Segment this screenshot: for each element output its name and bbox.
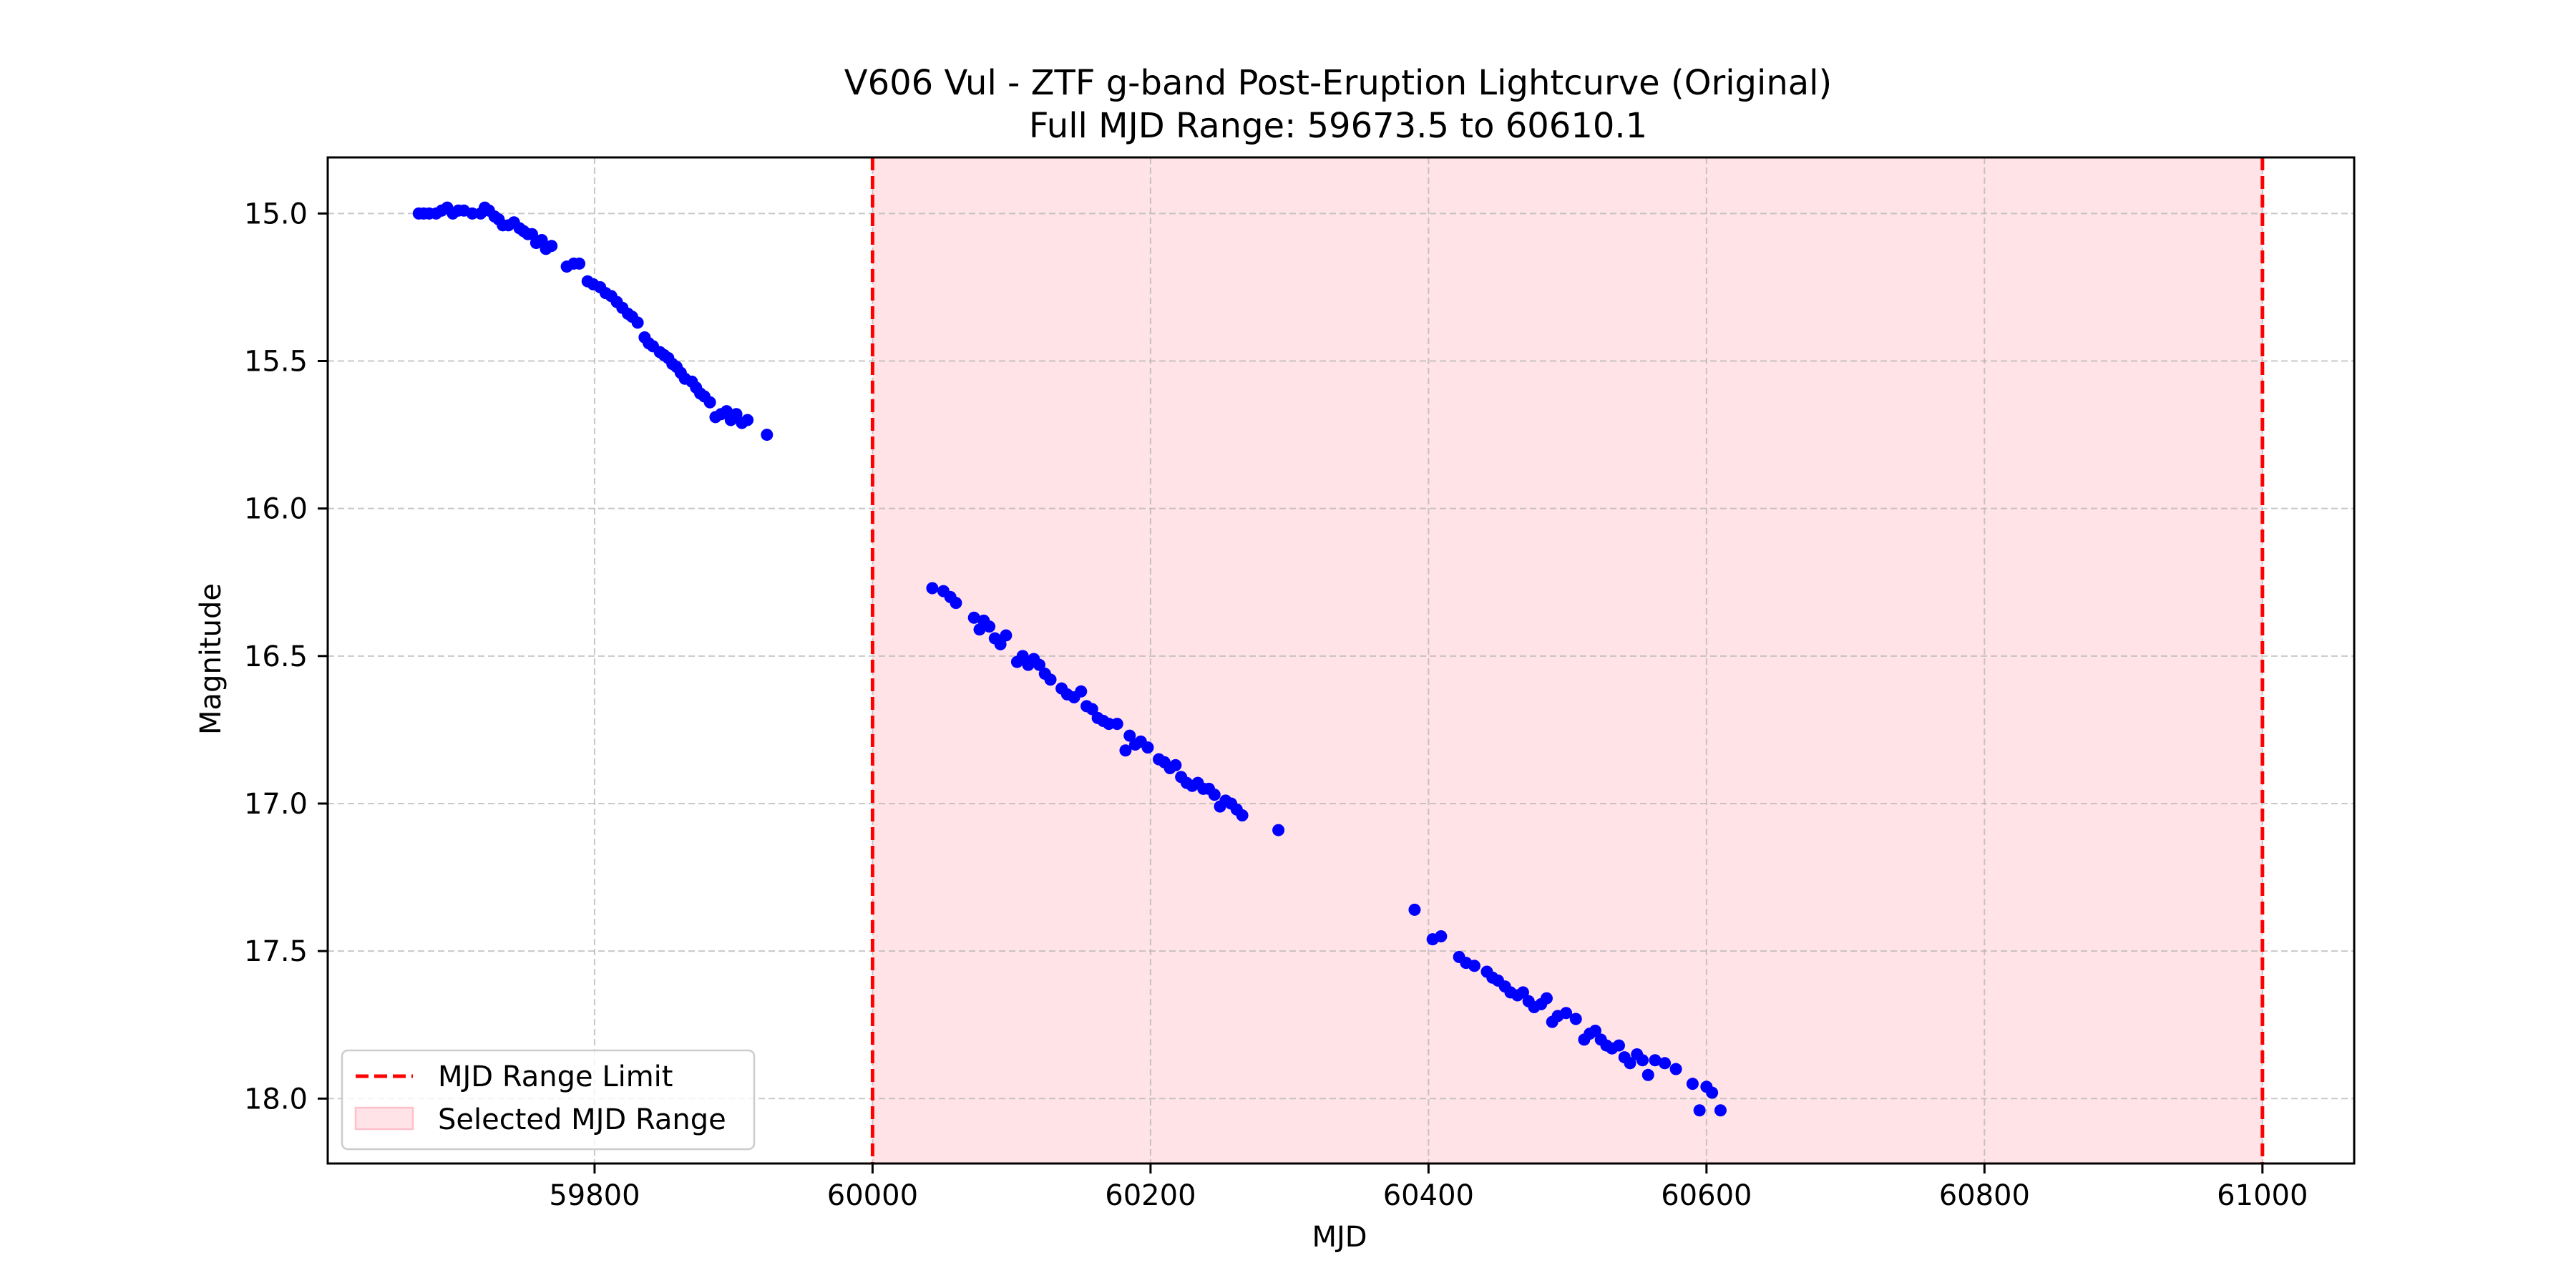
y-tick-label: 15.0 (244, 197, 308, 230)
y-tick-label: 17.5 (244, 935, 308, 968)
data-point (545, 240, 558, 253)
data-point (1119, 744, 1132, 757)
data-point (1000, 629, 1013, 642)
data-point (983, 620, 996, 633)
y-tick-label: 16.0 (244, 493, 308, 526)
data-point (1706, 1086, 1719, 1099)
data-point (573, 257, 586, 270)
data-point (1516, 986, 1529, 999)
data-point (1624, 1057, 1636, 1070)
data-point (1208, 789, 1221, 801)
data-point (466, 207, 479, 220)
data-point (994, 638, 1007, 650)
data-point (1649, 1054, 1662, 1067)
chart-title: V606 Vul - ZTF g-band Post-Eruption Ligh… (844, 63, 1833, 103)
data-point (1085, 703, 1098, 716)
data-point (1123, 729, 1136, 742)
x-tick-label: 60200 (1105, 1179, 1196, 1212)
legend: MJD Range Limit Selected MJD Range (341, 1049, 756, 1151)
x-tick-label: 61000 (2217, 1179, 2308, 1212)
legend-label-selected-range: Selected MJD Range (438, 1103, 726, 1136)
data-point (1044, 673, 1057, 686)
data-point (1612, 1039, 1625, 1052)
legend-label-range-limit: MJD Range Limit (438, 1060, 673, 1093)
data-point (1468, 960, 1480, 972)
data-point (1111, 718, 1123, 731)
x-tick-label: 60400 (1383, 1179, 1474, 1212)
x-tick-label: 60600 (1661, 1179, 1752, 1212)
y-tick-label: 16.5 (244, 640, 308, 673)
axes-frame (326, 156, 2356, 1165)
legend-fill-patch-icon (354, 1106, 414, 1131)
data-point (1075, 685, 1088, 698)
y-tick-label: 17.0 (244, 788, 308, 821)
y-tick-label: 15.5 (244, 345, 308, 378)
data-point (1141, 741, 1154, 754)
selected-range-fill (872, 157, 2263, 1163)
data-point (761, 429, 774, 441)
data-point (1589, 1024, 1601, 1037)
data-point (741, 414, 754, 426)
data-point (1016, 650, 1029, 663)
data-point (631, 316, 644, 329)
data-point (1236, 809, 1249, 821)
data-point (926, 582, 939, 595)
data-point (1669, 1063, 1682, 1075)
data-point (950, 597, 962, 610)
x-tick-label: 59800 (549, 1179, 640, 1212)
data-point (730, 408, 743, 421)
data-point (1169, 758, 1182, 771)
data-point (1033, 658, 1046, 671)
x-axis-label: MJD (1312, 1221, 1367, 1254)
legend-frame (341, 1049, 756, 1151)
x-tick-label: 60000 (827, 1179, 918, 1212)
data-point (1435, 930, 1448, 943)
data-point (1636, 1054, 1649, 1067)
data-point (703, 396, 716, 409)
data-point (1560, 1007, 1573, 1020)
y-axis-label: Magnitude (195, 583, 228, 735)
data-point (1641, 1068, 1654, 1081)
data-point (1272, 824, 1285, 836)
data-point (967, 611, 980, 624)
chart-subtitle: Full MJD Range: 59673.5 to 60610.1 (1029, 106, 1647, 146)
data-point (1408, 903, 1421, 916)
data-point (1540, 992, 1553, 1005)
data-point (1659, 1057, 1672, 1070)
data-point (1569, 1013, 1582, 1025)
data-point (1686, 1078, 1699, 1091)
data-point (1103, 718, 1116, 731)
x-tick-label: 60800 (1939, 1179, 2030, 1212)
data-point (1693, 1104, 1706, 1117)
plot-area: 59800 60000 60200 60400 60600 60800 61000 15.0 1… (244, 156, 2356, 1212)
data-point (1714, 1104, 1727, 1117)
y-tick-label: 18.0 (244, 1083, 308, 1116)
